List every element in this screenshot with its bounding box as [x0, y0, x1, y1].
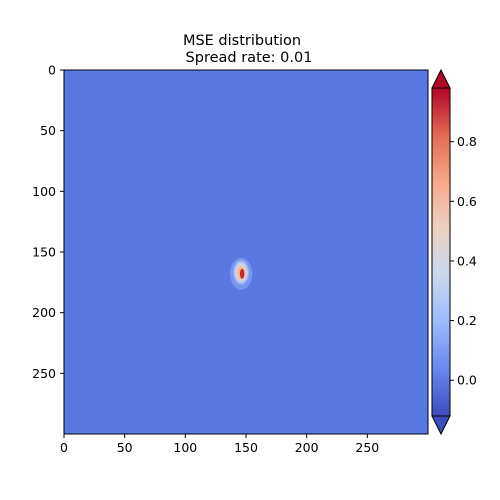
- heatmap-plot: [63, 69, 429, 435]
- colorbar-tick-label: 0.0: [457, 373, 477, 388]
- colorbar-body: [432, 88, 450, 416]
- x-tick-label: 150: [234, 440, 258, 455]
- x-tick-label: 50: [117, 440, 133, 455]
- y-tick-label: 150: [32, 245, 56, 260]
- y-tick-label: 200: [32, 305, 56, 320]
- x-tick-label: 100: [173, 440, 197, 455]
- colorbar-tick-label: 0.4: [457, 253, 477, 268]
- x-tick-label: 200: [295, 440, 319, 455]
- hotspot-peak: [239, 268, 245, 279]
- heatmap-hotspot: [230, 257, 253, 290]
- colorbar-frame: [431, 87, 451, 417]
- y-axis: 0 50 100 150 200 250: [32, 63, 64, 381]
- y-tick-label: 100: [32, 184, 56, 199]
- colorbar: 0.0 0.2 0.4 0.6 0.8: [431, 68, 477, 436]
- colorbar-ticks: 0.0 0.2 0.4 0.6 0.8: [450, 134, 477, 388]
- x-tick-label: 0: [60, 440, 68, 455]
- x-axis: 0 50 100 150 200 250: [60, 434, 379, 455]
- colorbar-tick-label: 0.6: [457, 194, 477, 209]
- heatmap-background: [64, 70, 428, 434]
- colorbar-tick-label: 0.8: [457, 134, 477, 149]
- colorbar-tick-label: 0.2: [457, 313, 477, 328]
- x-tick-label: 250: [355, 440, 379, 455]
- colorbar-extend-top: [431, 68, 451, 89]
- y-tick-label: 50: [40, 123, 56, 138]
- chart-subtitle: Spread rate: 0.01: [186, 50, 313, 66]
- y-tick-label: 0: [48, 63, 56, 78]
- chart-title: MSE distribution: [183, 33, 301, 49]
- colorbar-extend-bottom: [431, 415, 451, 436]
- y-tick-label: 250: [32, 366, 56, 381]
